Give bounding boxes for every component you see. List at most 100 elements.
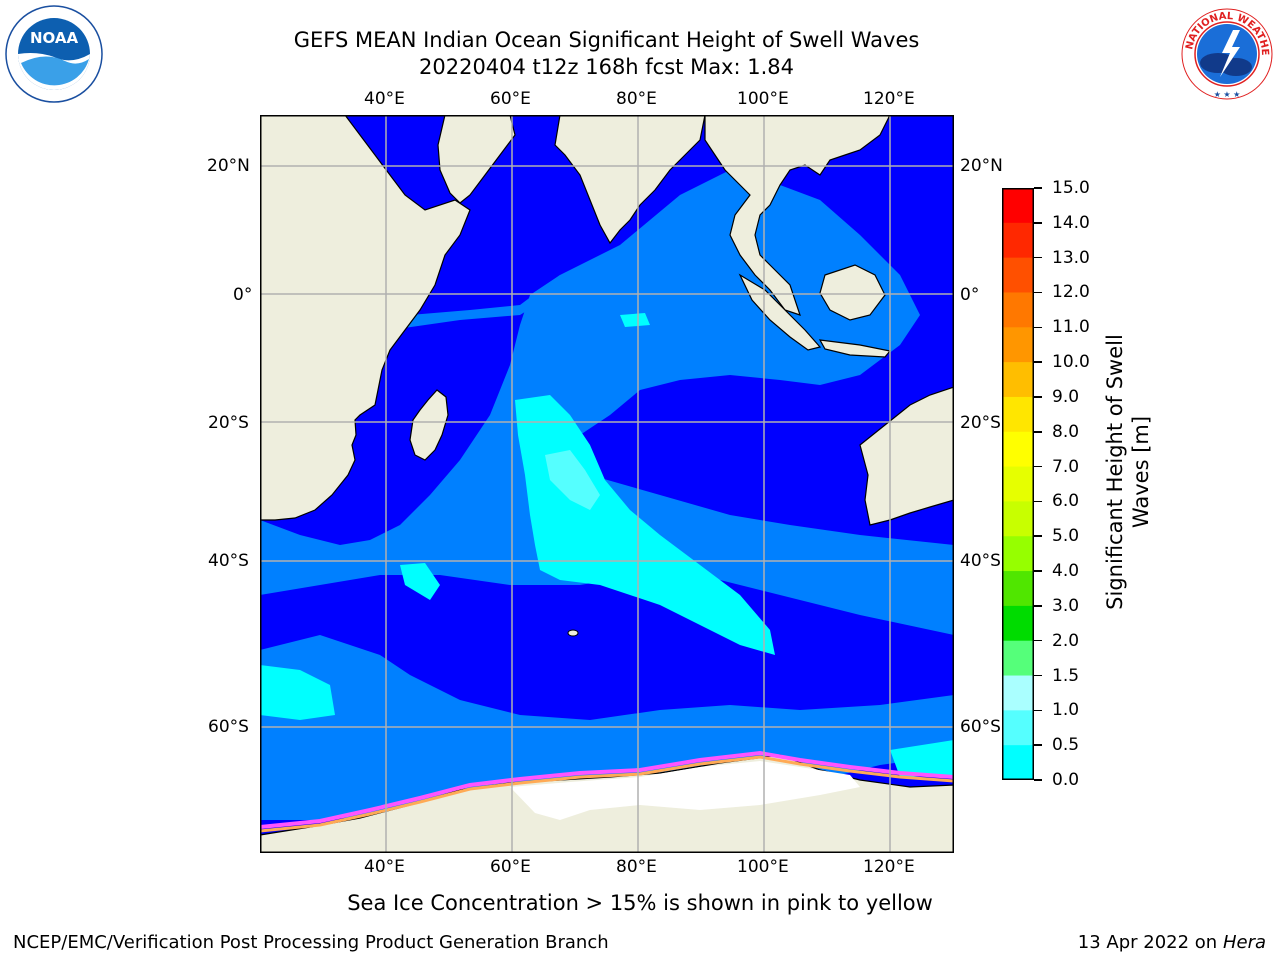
colorbar [1002, 188, 1034, 781]
lon-label-top-100e: 100°E [737, 89, 789, 109]
colorbar-tick-mark [1034, 744, 1042, 746]
plot-title-line1: GEFS MEAN Indian Ocean Significant Heigh… [293, 28, 920, 52]
swell-1-0-1-5-se-patch [890, 740, 954, 777]
colorbar-block [1002, 640, 1034, 677]
footer-date: 13 Apr 2022 on Hera [1078, 932, 1266, 953]
sea-ice-white [510, 761, 860, 820]
colorbar-tick-mark [1034, 222, 1042, 224]
colorbar-tick-label: 7.0 [1052, 456, 1080, 477]
colorbar-block [1002, 431, 1034, 468]
swell-1-0-1-5-blob [620, 313, 650, 327]
colorbar-tick-mark [1034, 570, 1042, 572]
lat-label-right-20n: 20°N [960, 156, 1003, 176]
sea-ice-orange [259, 755, 955, 833]
colorbar-tick-mark [1034, 500, 1042, 503]
lon-label-top-40e: 40°E [364, 89, 405, 109]
lat-label-left-60s: 60°S [208, 717, 249, 737]
swell-1-0-1-5-sw-patch [260, 665, 335, 720]
colorbar-tick-label: 0.5 [1052, 735, 1080, 756]
swell-1-0-1-5-region [515, 395, 775, 655]
colorbar-tick-mark [1034, 256, 1042, 259]
sea-ice-caption: Sea Ice Concentration > 15% is shown in … [347, 891, 933, 915]
colorbar-label: Significant Height of Swell Waves [m] [1102, 312, 1154, 632]
colorbar-block [1002, 396, 1034, 433]
colorbar-tick-label: 10.0 [1052, 352, 1090, 373]
lat-label-right-60s: 60°S [960, 717, 1001, 737]
plot-title-line2: 20220404 t12z 168h fcst Max: 1.84 [419, 55, 794, 79]
lon-label-top-120e: 120°E [863, 89, 915, 109]
lon-label-bottom-80e: 80°E [616, 857, 657, 877]
lat-label-right-20s: 20°S [960, 413, 1001, 433]
colorbar-label-line1: Significant Height of Swell [1103, 334, 1127, 610]
lon-label-top-60e: 60°E [490, 89, 531, 109]
colorbar-tick-label: 5.0 [1052, 526, 1080, 547]
colorbar-label-line2: Waves [m] [1129, 415, 1153, 529]
colorbar-blocks [1002, 188, 1034, 781]
map-frame [260, 115, 954, 853]
colorbar-tick-mark [1034, 326, 1042, 329]
colorbar-tick-mark [1034, 396, 1042, 398]
land-borneo [819, 264, 886, 321]
colorbar-block [1002, 362, 1034, 398]
colorbar-block [1002, 605, 1034, 642]
colorbar-tick-label: 1.5 [1052, 665, 1080, 686]
lat-label-right-0: 0° [960, 285, 980, 305]
land-java [818, 339, 892, 358]
colorbar-tick-mark [1034, 431, 1042, 433]
lon-label-bottom-100e: 100°E [737, 857, 789, 877]
land-madagascar [409, 389, 449, 461]
svg-text:NOAA: NOAA [30, 29, 79, 47]
colorbar-tick-label: 4.0 [1052, 561, 1080, 582]
kerguelen-island [567, 629, 579, 637]
colorbar-tick-label: 12.0 [1052, 282, 1090, 303]
colorbar-tick-mark [1034, 361, 1042, 363]
colorbar-tick-label: 11.0 [1052, 317, 1090, 338]
lon-label-top-80e: 80°E [616, 89, 657, 109]
swell-height-map [259, 114, 955, 854]
colorbar-tick-label: 3.0 [1052, 595, 1080, 616]
colorbar-block [1002, 222, 1034, 259]
land-africa [259, 114, 471, 521]
colorbar-block [1002, 745, 1034, 781]
colorbar-tick-label: 0.0 [1052, 770, 1080, 790]
land-se-asia [704, 114, 891, 316]
colorbar-tick-mark [1034, 639, 1042, 642]
colorbar-tick-mark [1034, 291, 1042, 294]
lon-label-bottom-120e: 120°E [863, 857, 915, 877]
colorbar-tick-mark [1034, 709, 1042, 712]
land-arabia [437, 114, 516, 204]
lon-label-bottom-40e: 40°E [364, 857, 405, 877]
colorbar-tick-mark [1034, 465, 1042, 468]
swell-1-5-2-0-core [545, 450, 600, 510]
lat-label-right-40s: 40°S [960, 551, 1001, 571]
graticule [260, 115, 954, 853]
colorbar-tick-mark [1034, 187, 1042, 189]
noaa-logo: NOAA [5, 5, 103, 103]
colorbar-tick-label: 6.0 [1052, 491, 1080, 512]
colorbar-tick-mark [1034, 674, 1042, 677]
lon-label-bottom-60e: 60°E [490, 857, 531, 877]
colorbar-tick-label: 15.0 [1052, 178, 1090, 198]
colorbar-block [1002, 501, 1034, 537]
swell-1-0-1-5-small [400, 563, 440, 600]
colorbar-tick-mark [1034, 535, 1042, 537]
colorbar-block [1002, 710, 1034, 746]
colorbar-frame [1002, 188, 1034, 780]
colorbar-block [1002, 675, 1034, 711]
colorbar-block [1002, 257, 1034, 293]
nws-logo: NATIONAL WEATHER SERVICE ★ ★ ★ [1174, 0, 1276, 103]
colorbar-block [1002, 188, 1034, 224]
lat-label-left-40s: 40°S [208, 551, 249, 571]
colorbar-block [1002, 466, 1034, 502]
colorbar-tick-label: 13.0 [1052, 247, 1090, 268]
swell-0-5-1-0-region-nw [390, 275, 560, 330]
sea-ice-pink [259, 750, 955, 829]
footer-machine: Hera [1222, 932, 1266, 953]
land-india [554, 114, 706, 245]
lat-label-left-0: 0° [233, 285, 253, 305]
colorbar-tick-label: 8.0 [1052, 421, 1080, 442]
colorbar-block [1002, 536, 1034, 572]
colorbar-tick-label: 14.0 [1052, 212, 1090, 233]
colorbar-block [1002, 327, 1034, 363]
colorbar-block [1002, 292, 1034, 328]
